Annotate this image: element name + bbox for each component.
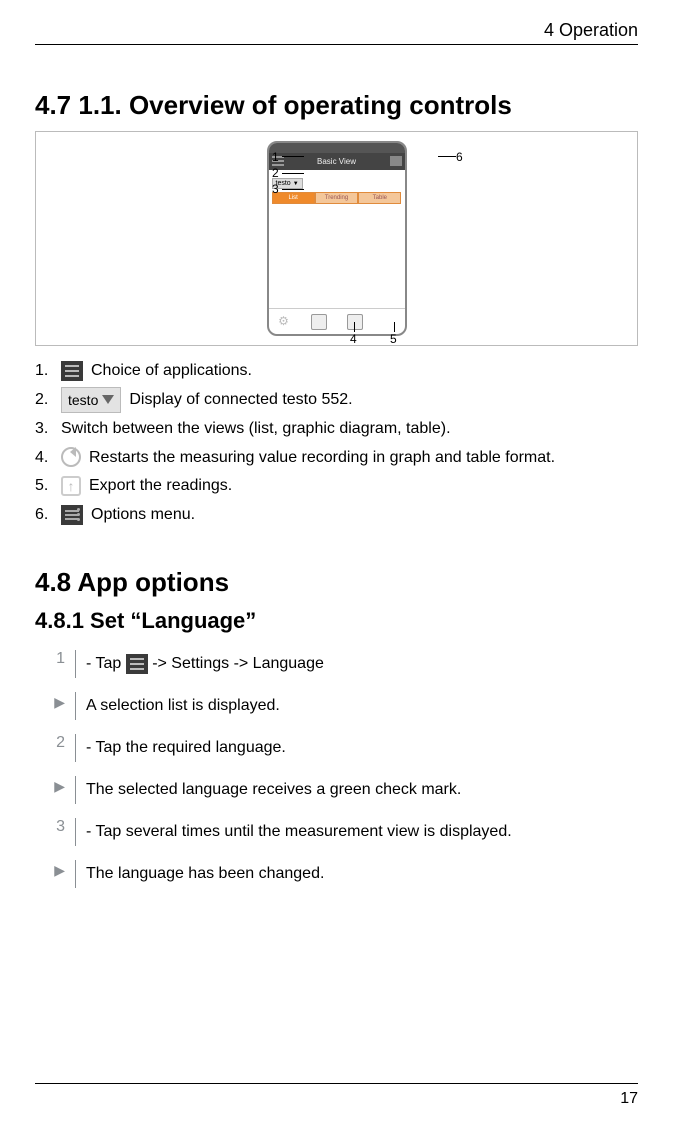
legend-text-1: Choice of applications. — [91, 358, 252, 384]
restart-icon — [61, 447, 81, 467]
chapter-header: 4 Operation — [35, 20, 638, 45]
step-text-1: - Tap -> Settings -> Language — [86, 648, 324, 680]
phone-mockup: Basic View testo ▼ List Trending Table ⚙ — [267, 141, 407, 336]
legend-num-6: 6. — [35, 502, 53, 528]
legend-num-4: 4. — [35, 445, 53, 471]
tab-list: List — [272, 192, 315, 204]
step-3: 3 - Tap several times until the measurem… — [51, 816, 638, 848]
callout-line-6 — [438, 156, 456, 157]
step-divider — [75, 776, 76, 804]
options-menu-icon — [61, 505, 83, 525]
result-marker-1: ▶ — [51, 690, 65, 711]
step-2: 2 - Tap the required language. — [51, 732, 638, 764]
options-icon — [390, 156, 402, 166]
section-4-8-heading: 4.8 App options — [35, 567, 638, 598]
step-text-3: - Tap several times until the measuremen… — [86, 816, 512, 848]
tabs-row: List Trending Table — [269, 192, 405, 204]
callout-6: 6 — [456, 150, 463, 164]
legend-row-4: 4. Restarts the measuring value recordin… — [35, 445, 638, 471]
step-marker-3: 3 — [51, 816, 65, 836]
legend-text-2: Display of connected testo 552. — [129, 387, 352, 413]
phone-statusbar — [269, 143, 405, 153]
step-divider — [75, 860, 76, 888]
testo-label: testo — [68, 389, 98, 411]
legend-text-4: Restarts the measuring value recording i… — [89, 445, 555, 471]
titlebar-text: Basic View — [317, 157, 356, 166]
result-marker-2: ▶ — [51, 774, 65, 795]
legend-row-5: 5. Export the readings. — [35, 473, 638, 499]
result-text-1: A selection list is displayed. — [86, 690, 280, 722]
steps-list: 1 - Tap -> Settings -> Language ▶ A sele… — [35, 648, 638, 890]
result-2: ▶ The selected language receives a green… — [51, 774, 638, 806]
legend-num-5: 5. — [35, 473, 53, 499]
legend-num-3: 3. — [35, 416, 53, 442]
restart-btn-small — [311, 314, 327, 330]
tab-table: Table — [358, 192, 401, 204]
legend-num-2: 2. — [35, 387, 53, 413]
page-number: 17 — [35, 1083, 638, 1108]
figure-overview: Basic View testo ▼ List Trending Table ⚙… — [35, 131, 638, 346]
section-4-8-1-heading: 4.8.1 Set “Language” — [35, 608, 638, 634]
result-text-2: The selected language receives a green c… — [86, 774, 461, 806]
result-3: ▶ The language has been changed. — [51, 858, 638, 890]
step1-post: -> Settings -> Language — [152, 655, 324, 672]
chevron-down-icon — [102, 395, 114, 404]
tab-trending: Trending — [315, 192, 358, 204]
phone-titlebar: Basic View — [269, 153, 405, 170]
export-btn-small — [347, 314, 363, 330]
legend-num-1: 1. — [35, 358, 53, 384]
step-marker-1: 1 — [51, 648, 65, 668]
gear-icon: ⚙ — [277, 314, 291, 328]
step-marker-2: 2 — [51, 732, 65, 752]
step-divider — [75, 650, 76, 678]
legend-text-3: Switch between the views (list, graphic … — [61, 416, 451, 442]
export-icon — [61, 476, 81, 496]
phone-blank — [269, 204, 405, 308]
legend-row-3: 3. Switch between the views (list, graph… — [35, 416, 638, 442]
menu-icon — [61, 361, 83, 381]
step-divider — [75, 818, 76, 846]
hamburger-icon — [272, 156, 284, 166]
legend-row-2: 2. testo Display of connected testo 552. — [35, 387, 638, 413]
step-divider — [75, 692, 76, 720]
testo-dropdown-small: testo ▼ — [272, 178, 303, 189]
step-divider — [75, 734, 76, 762]
step-text-2: - Tap the required language. — [86, 732, 286, 764]
legend-row-6: 6. Options menu. — [35, 502, 638, 528]
step-1: 1 - Tap -> Settings -> Language — [51, 648, 638, 680]
result-1: ▶ A selection list is displayed. — [51, 690, 638, 722]
legend-row-1: 1. Choice of applications. — [35, 358, 638, 384]
legend-text-5: Export the readings. — [89, 473, 232, 499]
result-text-3: The language has been changed. — [86, 858, 324, 890]
figure-legend: 1. Choice of applications. 2. testo Disp… — [35, 358, 638, 527]
section-4-7-heading: 4.7 1.1. Overview of operating controls — [35, 90, 638, 121]
legend-text-6: Options menu. — [91, 502, 195, 528]
testo-dropdown-icon: testo — [61, 387, 121, 413]
step1-pre: - Tap — [86, 655, 126, 672]
result-marker-3: ▶ — [51, 858, 65, 879]
testo-label-small: testo — [276, 180, 291, 187]
row-testo: testo ▼ — [269, 170, 405, 192]
phone-bottom: ⚙ — [269, 308, 405, 334]
menu-icon-inline — [126, 654, 148, 674]
